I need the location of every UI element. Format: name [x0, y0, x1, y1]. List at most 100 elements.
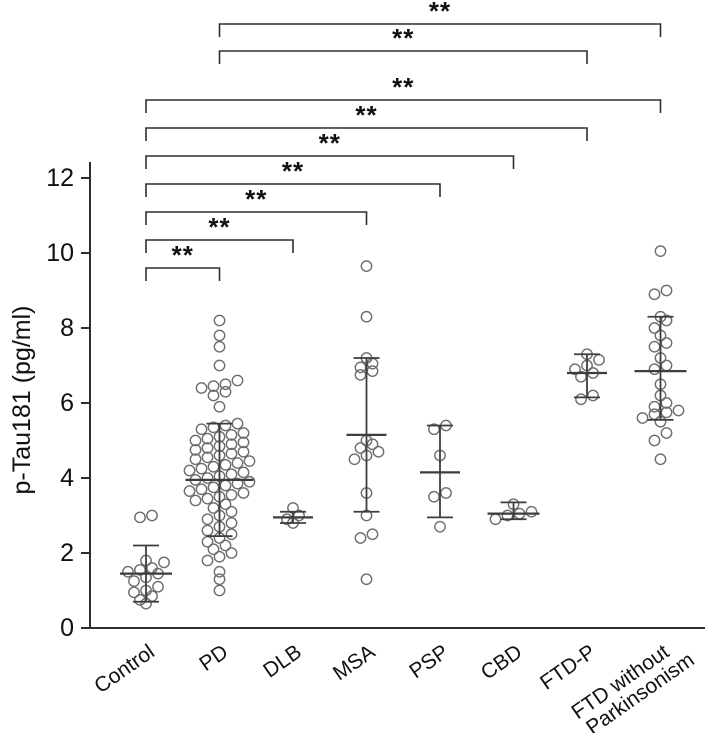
data-point: [201, 524, 214, 537]
data-point: [225, 428, 238, 441]
data-point: [128, 575, 140, 588]
data-point: [213, 584, 226, 597]
data-point: [219, 479, 232, 492]
data-point: [207, 502, 220, 514]
data-point: [654, 453, 667, 466]
data-point: [189, 434, 202, 447]
data-point: [213, 573, 226, 586]
y-tick-label: 6: [60, 389, 74, 417]
data-point: [152, 580, 164, 593]
x-axis-label: PD: [195, 640, 232, 676]
x-axis-label: DLB: [259, 640, 306, 682]
data-point: [207, 389, 220, 402]
x-axis-label-line: DLB: [259, 640, 306, 682]
data-point: [648, 363, 661, 376]
data-point: [219, 539, 232, 552]
data-point: [660, 427, 673, 439]
group-msa: [346, 260, 387, 586]
data-point: [201, 513, 214, 526]
significance-label: **: [245, 184, 267, 214]
group-cbd: [487, 498, 540, 526]
group-control: [120, 509, 172, 610]
data-point: [231, 417, 244, 430]
x-axis-label: FTD-P: [536, 640, 600, 694]
group-pd: [183, 314, 256, 597]
data-point: [648, 340, 661, 353]
x-axis-label-line: CBD: [477, 640, 527, 684]
significance-label: **: [172, 240, 194, 270]
data-point: [207, 460, 220, 473]
data-point: [237, 427, 250, 439]
data-point: [213, 565, 226, 578]
bracket-line: [145, 239, 294, 253]
bracket-line: [145, 155, 515, 169]
data-point: [219, 458, 232, 471]
data-point: [231, 477, 244, 490]
data-point: [213, 340, 226, 353]
data-point: [225, 517, 238, 529]
bracket-line: [218, 50, 588, 64]
significance-label: **: [429, 0, 451, 26]
data-point: [360, 260, 373, 273]
data-point: [195, 382, 208, 394]
significance-label: **: [319, 128, 341, 158]
data-point: [213, 329, 226, 342]
significance-bracket: **: [145, 156, 441, 197]
data-point: [195, 423, 208, 436]
data-point: [354, 532, 367, 544]
data-point: [354, 361, 367, 374]
data-point: [593, 353, 605, 366]
significance-label: **: [355, 100, 377, 130]
data-point: [225, 547, 238, 559]
x-axis-label: Control: [90, 640, 159, 698]
data-point: [360, 573, 373, 586]
data-point: [225, 505, 238, 518]
group-psp: [420, 419, 460, 533]
data-point: [237, 436, 250, 449]
data-point: [231, 457, 244, 469]
x-axis-label-line: PD: [195, 640, 232, 676]
data-point: [122, 565, 134, 578]
data-point: [366, 357, 379, 370]
data-point: [648, 288, 661, 301]
data-point: [219, 378, 232, 391]
data-point: [372, 445, 385, 458]
y-tick-label: 2: [60, 539, 74, 567]
y-tick-label: 8: [60, 314, 74, 342]
data-point: [225, 468, 238, 481]
significance-bracket: **: [145, 100, 588, 141]
group-dlb: [273, 502, 313, 529]
data-point: [225, 438, 238, 451]
significance-bracket: **: [218, 0, 662, 37]
data-point: [146, 509, 158, 522]
significance-bracket: **: [218, 23, 588, 64]
data-point: [525, 505, 538, 518]
data-point: [569, 363, 581, 376]
x-axis-label-line: PSP: [405, 640, 453, 683]
data-point: [237, 445, 250, 458]
data-point: [201, 554, 214, 567]
data-point: [189, 443, 202, 456]
data-point: [654, 245, 667, 258]
data-point: [201, 442, 214, 454]
significance-label: **: [392, 23, 414, 53]
data-point: [648, 400, 661, 413]
significance-label: **: [208, 212, 230, 242]
data-point: [243, 475, 256, 488]
data-point: [348, 453, 361, 466]
data-point: [225, 528, 238, 541]
group-ftd-p: [567, 348, 607, 406]
data-point: [189, 494, 202, 507]
bracket-line: [145, 183, 441, 197]
data-point: [587, 389, 599, 402]
data-point: [648, 434, 661, 447]
data-point: [201, 492, 214, 505]
significance-bracket: **: [145, 128, 515, 169]
data-point: [195, 483, 208, 496]
x-axis-label-line: Control: [90, 640, 159, 698]
y-tick-label: 0: [60, 614, 74, 642]
data-point: [672, 404, 685, 417]
data-point: [489, 513, 502, 526]
data-point: [213, 359, 226, 372]
